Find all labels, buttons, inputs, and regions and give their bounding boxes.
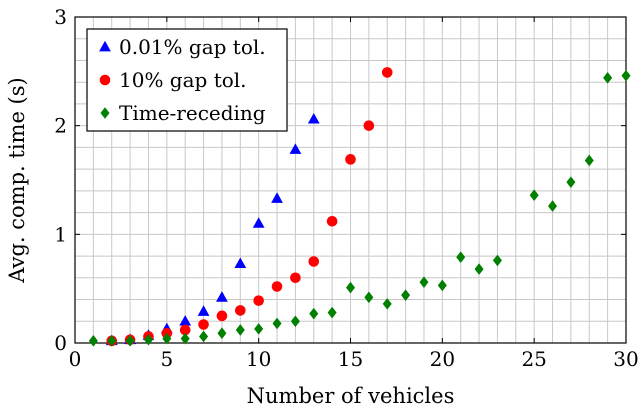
data-point — [179, 315, 192, 326]
data-point — [143, 333, 153, 346]
y-tick-label: 3 — [54, 5, 67, 29]
data-point — [437, 279, 447, 292]
data-point — [492, 254, 502, 267]
legend-marker — [99, 74, 111, 86]
data-point — [197, 305, 210, 316]
data-point — [272, 317, 282, 330]
data-points — [88, 67, 631, 347]
data-point — [364, 291, 374, 304]
data-point — [235, 305, 246, 316]
data-point — [548, 200, 558, 212]
data-point — [290, 315, 300, 328]
data-point — [198, 319, 209, 330]
x-tick-label: 5 — [160, 347, 173, 371]
data-point — [162, 332, 172, 345]
series-2 — [106, 67, 393, 347]
data-point — [308, 256, 320, 267]
x-tick-label: 15 — [338, 347, 363, 371]
data-point — [603, 72, 613, 84]
legend-marker — [100, 107, 110, 119]
data-point — [180, 332, 190, 345]
data-point — [271, 192, 283, 203]
data-point — [107, 335, 117, 347]
data-point — [125, 335, 135, 347]
data-point — [456, 251, 466, 263]
legend-marker — [99, 40, 111, 52]
data-point — [381, 67, 393, 78]
data-point — [327, 306, 337, 319]
x-tick-label: 10 — [246, 347, 271, 371]
data-point — [326, 215, 338, 227]
data-point — [474, 263, 484, 275]
data-point — [309, 307, 319, 320]
y-axis-label: Avg. comp. time (s) — [5, 77, 29, 283]
legend: 0.01% gap tol. 10% gap tol. Time-receding — [86, 28, 288, 132]
data-point — [271, 281, 283, 292]
data-point — [346, 281, 355, 294]
x-tick-label: 30 — [613, 347, 638, 371]
data-point — [621, 69, 631, 82]
data-point — [217, 327, 227, 340]
data-point — [290, 272, 301, 284]
data-point — [289, 143, 302, 154]
data-point — [345, 154, 356, 165]
x-axis-label: Number of vehicles — [247, 384, 455, 408]
data-point — [566, 176, 576, 188]
data-point — [88, 335, 98, 347]
legend-item: Time-receding — [100, 101, 266, 125]
data-point — [216, 310, 228, 322]
data-point — [363, 120, 375, 131]
x-tick-label: 0 — [69, 347, 82, 371]
data-point — [253, 295, 264, 306]
legend-label: 0.01% gap tol. — [119, 35, 266, 59]
x-tick-label: 25 — [521, 347, 546, 371]
data-point — [419, 276, 429, 288]
data-point — [529, 189, 539, 202]
y-tick-label: 2 — [54, 114, 67, 138]
legend-item: 0.01% gap tol. — [99, 35, 266, 59]
x-axis-ticks: 0 5 10 15 20 25 30 — [69, 17, 638, 371]
data-point — [584, 154, 594, 167]
data-point — [199, 330, 209, 343]
data-point — [254, 323, 264, 335]
data-point — [252, 217, 265, 228]
legend-label: 10% gap tol. — [119, 68, 247, 92]
data-point — [216, 291, 228, 302]
series-3 — [88, 69, 631, 347]
legend-box — [86, 28, 288, 132]
data-point — [179, 324, 191, 336]
data-point — [307, 112, 320, 124]
x-tick-label: 20 — [430, 347, 455, 371]
data-point — [401, 289, 411, 301]
data-point — [382, 298, 392, 310]
data-point — [234, 257, 247, 269]
legend-item: 10% gap tol. — [99, 68, 247, 92]
y-axis-ticks: 0 1 2 3 — [54, 5, 626, 355]
legend-label: Time-receding — [119, 101, 266, 125]
y-tick-label: 1 — [54, 222, 67, 246]
data-point — [235, 324, 245, 336]
y-tick-label: 0 — [54, 331, 67, 355]
